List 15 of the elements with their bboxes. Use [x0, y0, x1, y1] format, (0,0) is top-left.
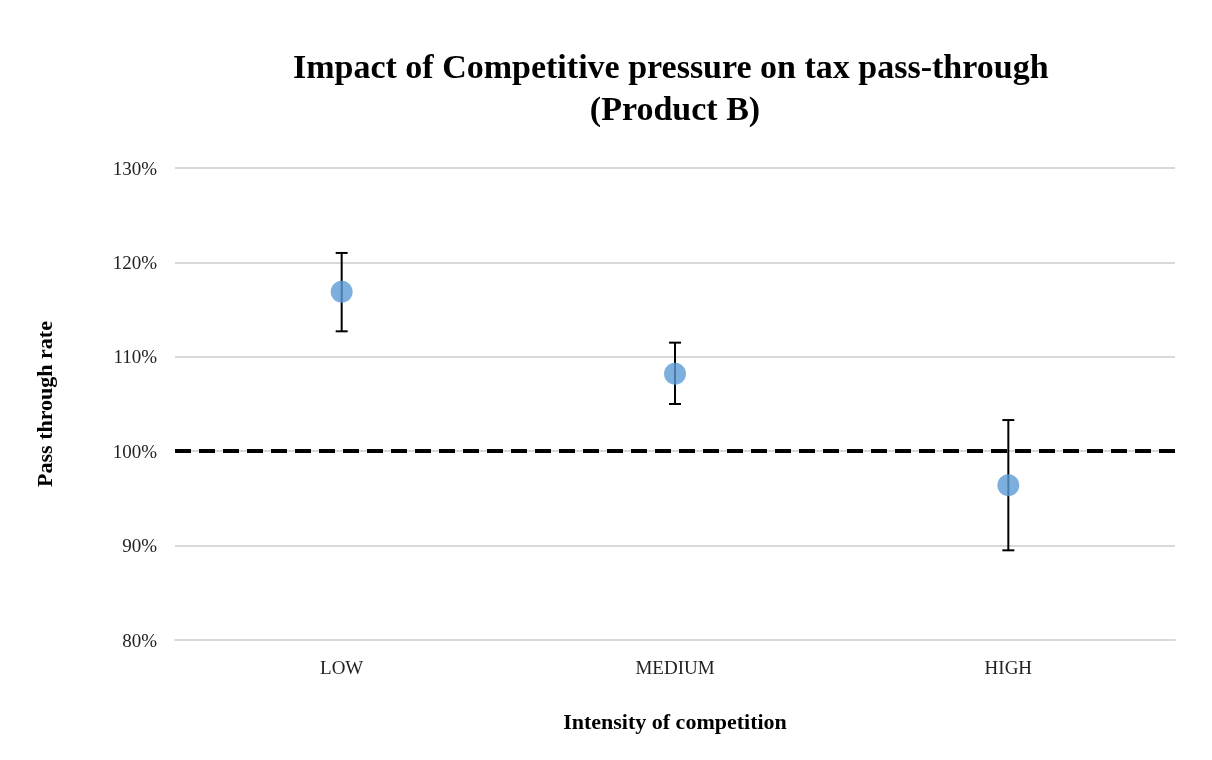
y-tick-label: 90% [122, 535, 158, 557]
y-axis-title: Pass through rate [31, 320, 57, 487]
y-tick-label: 100% [112, 440, 158, 462]
y-tick-label: 120% [112, 251, 158, 273]
y-tick-label: 80% [122, 629, 158, 651]
point [664, 362, 686, 385]
x-tick-label: LOW [320, 657, 364, 678]
x-tick-label: MEDIUM [635, 657, 715, 678]
x-tick-label: HIGH [984, 657, 1033, 678]
chart-title: Impact of Competitive pressure on tax pass-through (Product B) [292, 47, 1058, 128]
x-axis-title: Intensity of competition [563, 708, 787, 734]
y-tick-label: 110% [113, 346, 158, 368]
point [330, 280, 353, 303]
y-tick-label: 130% [112, 157, 158, 179]
point [997, 474, 1020, 497]
